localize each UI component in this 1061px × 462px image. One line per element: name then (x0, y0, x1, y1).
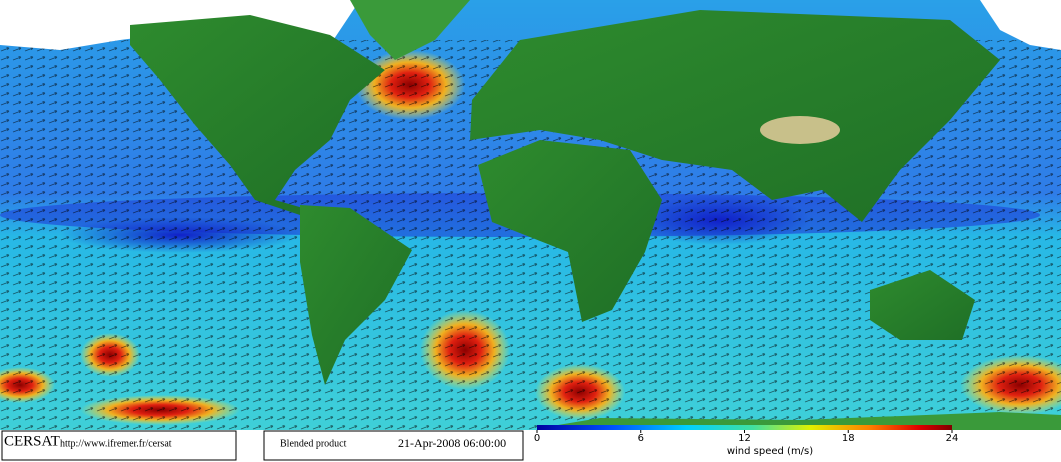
logo: CERSAT (4, 433, 60, 449)
info-box (263, 430, 524, 461)
footer: CERSAT http://www.ifremer.fr/cersat Blen… (1, 425, 952, 461)
colorbar (537, 425, 952, 430)
colorbar-tick-label: 24 (946, 433, 959, 444)
date: 21-Apr-2008 06:00:00 (398, 436, 506, 450)
url: http://www.ifremer.fr/cersat (60, 438, 172, 449)
colorbar-tick-label: 0 (534, 433, 540, 444)
colorbar-tick-label: 6 (638, 433, 644, 444)
product: Blended product (280, 438, 347, 449)
logo-box (1, 430, 237, 461)
colorbar-label: wind speed (m/s) (727, 446, 813, 457)
map-area (0, 0, 1061, 430)
colorbar-tick-label: 12 (738, 433, 751, 444)
colorbar-tick-label: 18 (842, 433, 855, 444)
